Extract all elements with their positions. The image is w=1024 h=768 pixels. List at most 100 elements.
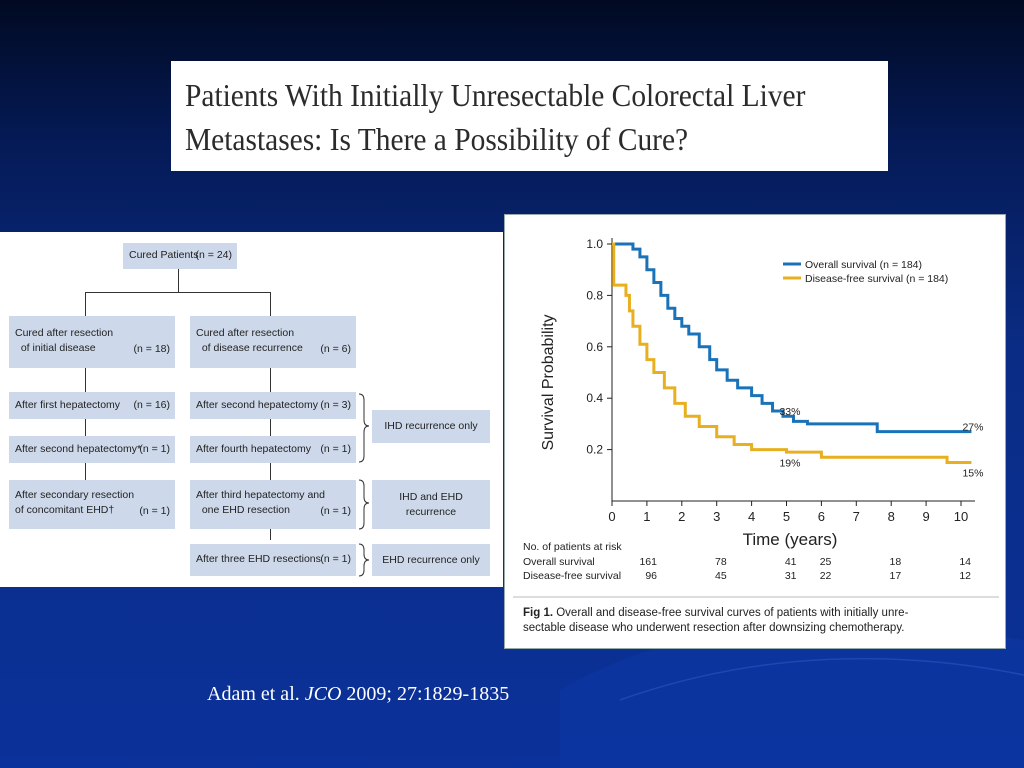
chart-axes: 0.2 0.4 0.6 0.8 1.0 0 1 2 3 4 5 6 7 8 9 10 Time (years) S… (540, 237, 975, 549)
risk-row-label: Overall survival (523, 556, 595, 568)
connector-line (85, 368, 86, 392)
x-tick-label: 4 (748, 509, 755, 524)
risk-row-label: Disease-free survival (523, 570, 621, 582)
connector-line (85, 462, 86, 480)
legend-label: Disease-free survival (n = 184) (805, 273, 948, 285)
figure-caption: Fig 1. Overall and disease-free survival… (513, 596, 999, 634)
risk-table-header: No. of patients at risk (523, 541, 622, 553)
percent-annotation: 15% (962, 468, 983, 480)
brace-ehd-only (358, 543, 370, 577)
connector-line (85, 418, 86, 436)
risk-value: 78 (715, 556, 727, 568)
recurrence-label: IHD recurrence only (384, 420, 478, 432)
risk-value: 22 (820, 570, 832, 582)
flow-box-first-hepatectomy: After first hepatectomy (n = 16) (9, 392, 175, 419)
brace-group (358, 393, 370, 577)
percent-annotation: 27% (962, 421, 983, 433)
x-tick-label: 9 (922, 509, 929, 524)
flow-box-initial-disease: Cured after resection of initial disease… (9, 316, 175, 368)
x-tick-label: 8 (888, 509, 895, 524)
connector-line (85, 292, 271, 293)
flow-box-three-ehd-resections: After three EHD resections (n = 1) (190, 544, 356, 576)
survival-chart-panel: 0.2 0.4 0.6 0.8 1.0 0 1 2 3 4 5 6 7 8 9 10 Time (years) S… (504, 214, 1006, 649)
citation-details: 2009; 27:1829-1835 (341, 683, 510, 705)
y-tick-label: 0.2 (586, 443, 603, 457)
flow-box-label: Cured Patients (129, 249, 199, 261)
flow-box-count: (n = 1) (320, 505, 351, 517)
connector-line (270, 418, 271, 436)
flow-box-label: Cured after resection of disease recurre… (196, 327, 303, 354)
risk-value: 25 (820, 556, 832, 568)
brace-ihd-only (358, 393, 370, 463)
flow-box-count: (n = 1) (139, 505, 170, 517)
x-tick-label: 0 (608, 509, 615, 524)
x-tick-label: 7 (853, 509, 860, 524)
recurrence-box-ehd-only: EHD recurrence only (372, 544, 490, 576)
flow-box-count: (n = 1) (320, 443, 351, 455)
risk-value: 14 (959, 556, 971, 568)
flow-box-count: (n = 1) (320, 553, 351, 565)
x-tick-label: 5 (783, 509, 790, 524)
recurrence-label: IHD and EHD recurrence (399, 490, 463, 518)
title-line-1: Patients With Initially Unresectable Col… (185, 77, 806, 113)
flow-box-count: (n = 18) (133, 343, 170, 355)
risk-value: 96 (645, 570, 657, 582)
risk-table: No. of patients at risk Overall survival 1… (523, 541, 971, 582)
x-tick-label: 3 (713, 509, 720, 524)
flow-box-label: After first hepatectomy (15, 399, 121, 411)
disease-free-survival-curve (612, 242, 972, 464)
flow-box-label: Cured after resection of initial disease (15, 327, 114, 354)
percent-annotation: 33% (779, 406, 800, 418)
risk-value: 12 (959, 570, 971, 582)
risk-value: 161 (639, 556, 657, 568)
connector-line (270, 368, 271, 392)
recurrence-box-ihd-ehd: IHD and EHD recurrence (372, 480, 490, 529)
title-line-2: Metastases: Is There a Possibility of Cu… (185, 121, 689, 157)
flow-box-root: Cured Patients (n = 24) (123, 243, 237, 269)
flow-box-label: After third hepatectomy and one EHD rese… (196, 489, 325, 516)
risk-value: 31 (785, 570, 797, 582)
percent-annotation: 19% (779, 457, 800, 469)
overall-survival-curve (612, 242, 972, 434)
y-tick-label: 0.4 (586, 391, 603, 405)
flow-box-fourth-hepatectomy: After fourth hepatectomy (n = 1) (190, 436, 356, 463)
caption-fig-label: Fig 1. (523, 607, 553, 619)
flow-box-disease-recurrence: Cured after resection of disease recurre… (190, 316, 356, 368)
flow-box-count: (n = 1) (139, 443, 170, 455)
recurrence-box-ihd-only: IHD recurrence only (372, 410, 490, 443)
citation: Adam et al. JCO 2009; 27:1829-1835 (207, 683, 509, 706)
risk-value: 45 (715, 570, 727, 582)
connector-line (85, 292, 86, 316)
risk-value: 41 (785, 556, 797, 568)
y-tick-label: 0.8 (586, 288, 603, 302)
flow-box-second-hepatectomy-right: After second hepatectomy (n = 3) (190, 392, 356, 419)
flow-box-count: (n = 24) (195, 249, 232, 261)
legend-label: Overall survival (n = 184) (805, 259, 922, 271)
flow-box-label: After fourth hepatectomy (196, 443, 311, 455)
connector-line (270, 462, 271, 480)
citation-journal: JCO (304, 683, 342, 705)
flow-box-label: After secondary resection of concomitant… (15, 489, 135, 516)
flow-box-concomitant-ehd: After secondary resection of concomitant… (9, 480, 175, 529)
x-tick-label: 6 (818, 509, 825, 524)
slide-title: Patients With Initially Unresectable Col… (171, 61, 888, 171)
x-tick-label: 2 (678, 509, 685, 524)
flow-box-label: After three EHD resections (196, 553, 321, 565)
cured-patients-flowchart: Cured Patients (n = 24) Cured after rese… (0, 232, 503, 587)
caption-line-2: sectable disease who underwent resection… (523, 622, 904, 634)
connector-line (270, 528, 271, 540)
risk-value: 17 (890, 570, 902, 582)
x-axis-label: Time (years) (743, 530, 838, 549)
y-tick-label: 0.6 (586, 340, 603, 354)
connector-line (178, 268, 179, 292)
x-tick-label: 1 (643, 509, 650, 524)
y-axis-label: Survival Probability (540, 314, 557, 450)
flow-box-label: After second hepatectomy* (15, 443, 142, 455)
risk-value: 18 (890, 556, 902, 568)
recurrence-label: EHD recurrence only (382, 553, 480, 566)
chart-series (612, 242, 972, 464)
connector-line (270, 292, 271, 316)
brace-ihd-ehd (358, 479, 370, 530)
caption-text: Overall and disease-free survival curves… (553, 607, 909, 619)
flow-box-second-hepatectomy-left: After second hepatectomy* (n = 1) (9, 436, 175, 463)
